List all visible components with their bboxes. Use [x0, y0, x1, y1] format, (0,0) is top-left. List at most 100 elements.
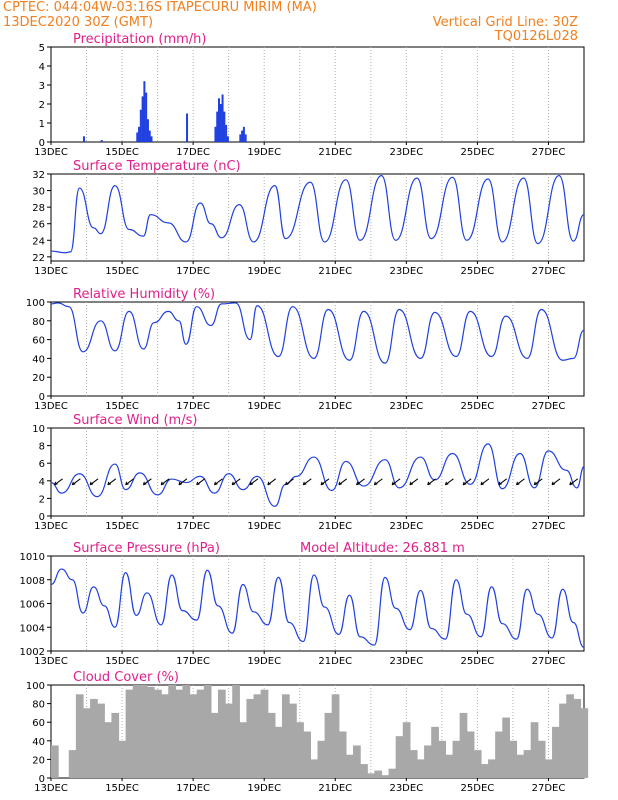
wind-arrow [178, 478, 188, 486]
bar [509, 740, 518, 778]
x-tick-label: 15DEC [105, 266, 139, 277]
header-date: 13DEC2020 30Z (GMT) [3, 15, 154, 30]
y-tick-label: 32 [32, 170, 45, 181]
bar [182, 685, 191, 778]
y-tick-label: 0 [39, 512, 45, 523]
header-code: TQ0126L028 [494, 29, 578, 44]
y-tick-label: 60 [32, 718, 45, 729]
wind-arrow [374, 478, 383, 486]
x-tick-label: 13DEC [34, 266, 68, 277]
x-tick-label: 21DEC [318, 521, 352, 532]
wind-arrow-head [338, 481, 342, 486]
wind-arrow [320, 478, 330, 486]
x-tick-label: 27DEC [532, 521, 566, 532]
y-tick-label: 60 [32, 336, 45, 347]
bar [82, 136, 85, 142]
bar [345, 754, 354, 778]
y-tick-label: 10 [32, 424, 45, 435]
wind-arrow-head [178, 481, 183, 486]
x-tick-label: 21DEC [318, 783, 352, 794]
x-tick-label: 13DEC [34, 656, 68, 667]
wind-arrow [267, 478, 277, 486]
y-tick-label: 3 [39, 81, 45, 92]
bar [459, 712, 468, 778]
wind-arrow [569, 478, 579, 486]
bar [97, 703, 105, 778]
bar [431, 726, 439, 778]
y-tick-label: 24 [32, 236, 45, 247]
wind-arrow-head [107, 481, 112, 486]
wind-arrow [231, 478, 241, 486]
bar [239, 134, 242, 142]
x-tick-label: 19DEC [247, 266, 281, 277]
wind-arrow-head [302, 481, 307, 486]
wind-arrow-head [427, 481, 431, 486]
wind-arrow [214, 478, 223, 486]
wind-arrow [338, 478, 348, 486]
x-tick-label: 25DEC [461, 783, 495, 794]
bar [360, 764, 368, 778]
panel-frame [50, 427, 585, 517]
y-tick-label: 40 [32, 737, 45, 748]
y-tick-label: 6 [39, 459, 45, 470]
x-tick-label: 25DEC [461, 521, 495, 532]
x-tick-label: 13DEC [34, 783, 68, 794]
bar [559, 703, 567, 778]
bar [75, 694, 84, 778]
wind-arrow-head [196, 481, 200, 486]
bar [388, 768, 397, 778]
bar [466, 731, 475, 778]
bar [143, 81, 146, 142]
wind-arrow-head [160, 481, 165, 486]
series-line [50, 443, 585, 507]
bar [260, 689, 269, 778]
x-tick-label: 25DEC [461, 266, 495, 277]
bar [516, 754, 525, 778]
bar [68, 750, 77, 778]
x-tick-label: 25DEC [461, 147, 495, 158]
wind-arrow [125, 478, 134, 486]
bar [502, 717, 510, 778]
y-tick-label: 26 [32, 220, 45, 231]
bar [82, 708, 91, 778]
wind-arrow-head [498, 481, 502, 486]
x-tick-label: 15DEC [105, 656, 139, 667]
x-tick-label: 23DEC [389, 147, 423, 158]
bar [136, 132, 139, 142]
wind-arrow-head [551, 481, 556, 486]
bar [296, 722, 304, 778]
y-tick-label: 100 [26, 298, 45, 309]
x-tick-label: 27DEC [532, 783, 566, 794]
bar [232, 685, 240, 778]
wind-arrow-head [320, 481, 325, 486]
panel-frame [50, 173, 585, 262]
series-line [50, 175, 585, 254]
bar [189, 694, 198, 778]
y-tick-label: 22 [32, 253, 45, 264]
y-tick-label: 80 [32, 317, 45, 328]
bar [317, 740, 326, 778]
bar [244, 134, 247, 142]
y-tick-label: 0 [39, 138, 45, 149]
x-tick-label: 19DEC [247, 521, 281, 532]
wind-arrow-head [569, 481, 573, 486]
wind-arrow [285, 478, 294, 486]
y-tick-label: 40 [32, 354, 45, 365]
y-tick-label: 1002 [20, 647, 45, 658]
bar [353, 745, 361, 778]
wind-arrow [143, 478, 152, 486]
bar [374, 770, 383, 778]
bar [168, 685, 176, 778]
y-tick-label: 2 [39, 494, 45, 505]
wind-arrow-head [231, 481, 236, 486]
wind-arrow [445, 478, 454, 486]
y-tick-label: 20 [32, 755, 45, 766]
bar [219, 104, 222, 142]
bar [303, 731, 311, 778]
x-tick-label: 21DEC [318, 401, 352, 412]
x-tick-label: 21DEC [318, 147, 352, 158]
wind-arrow [89, 478, 99, 486]
bar [523, 750, 532, 778]
series-line [50, 568, 585, 649]
bar [473, 750, 482, 778]
